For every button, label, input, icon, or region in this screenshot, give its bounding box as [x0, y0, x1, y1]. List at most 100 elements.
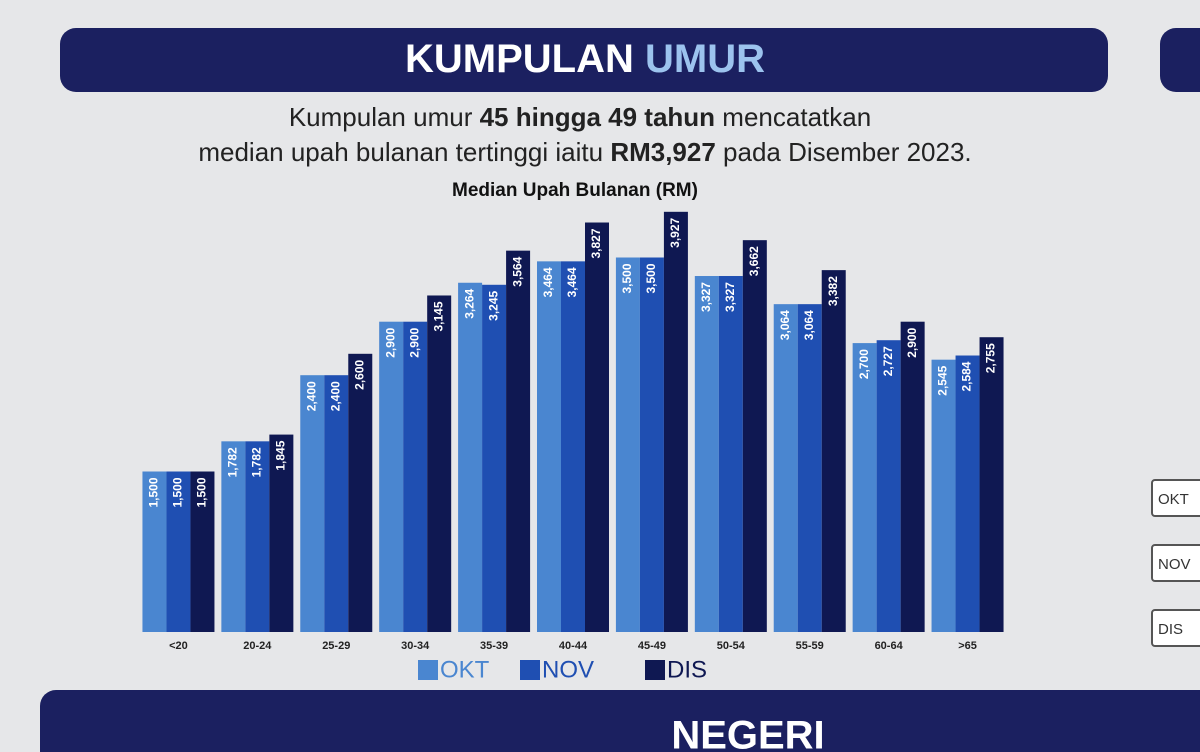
bar: [561, 261, 585, 632]
x-tick-label: 55-59: [796, 640, 824, 652]
value-label: 3,264: [462, 288, 476, 318]
x-tick-label: 35-39: [480, 640, 508, 652]
bar: [300, 375, 325, 632]
value-label: 2,700: [857, 349, 871, 379]
bar: [773, 304, 798, 632]
subtitle-text: median upah bulanan tertinggi iaitu: [198, 137, 610, 167]
value-label: 2,584: [960, 361, 974, 391]
value-label: 1,845: [274, 440, 288, 470]
bar: [348, 353, 373, 632]
legend-label: DIS: [667, 656, 707, 683]
legend-label: OKT: [440, 656, 490, 683]
bar: [324, 375, 349, 632]
bar: [852, 343, 877, 632]
footer-title: NEGERI: [671, 714, 824, 752]
bar: [269, 434, 294, 632]
value-label: 2,545: [936, 365, 950, 395]
side-banner: [1160, 28, 1200, 92]
x-tick-label: 50-54: [717, 640, 746, 652]
bar: [458, 282, 483, 632]
bar: [142, 471, 167, 632]
value-label: 1,782: [250, 447, 264, 477]
value-label: 3,927: [668, 217, 682, 247]
x-tick-label: 60-64: [875, 640, 904, 652]
x-tick-label: >65: [958, 640, 977, 652]
subtitle-bold: 45 hingga 49 tahun: [480, 102, 716, 132]
value-label: 3,382: [826, 276, 840, 306]
subtitle-line: Kumpulan umur 45 hingga 49 tahun mencata…: [289, 102, 871, 132]
header-title: KUMPULAN UMUR: [405, 37, 765, 81]
bar: [166, 471, 191, 632]
bar: [639, 257, 664, 632]
bar: [427, 295, 452, 632]
bar: [694, 276, 719, 632]
bar: [979, 337, 1004, 632]
value-label: 2,900: [905, 327, 919, 357]
x-tick-label: 20-24: [243, 640, 272, 652]
bar: [506, 250, 531, 633]
side-icon: [1151, 544, 1200, 582]
subtitle-text: Kumpulan umur: [289, 102, 480, 132]
value-label: 1,500: [195, 477, 209, 507]
value-label: 3,245: [486, 290, 500, 320]
side-label: NOV: [1158, 556, 1191, 573]
value-label: 3,327: [699, 282, 713, 312]
x-tick-label: 30-34: [401, 640, 430, 652]
footer-banner: [40, 690, 1200, 752]
value-label: 2,727: [881, 346, 895, 376]
value-label: 2,900: [383, 327, 397, 357]
value-label: 3,564: [510, 256, 524, 286]
header-banner: [60, 28, 1108, 92]
bar: [221, 441, 246, 632]
subtitle-bold: RM3,927: [610, 137, 716, 167]
value-label: 1,500: [171, 477, 185, 507]
value-label: 2,755: [984, 343, 998, 373]
value-label: 3,500: [644, 263, 658, 293]
value-label: 3,500: [620, 263, 634, 293]
value-label: 3,464: [541, 267, 555, 297]
value-label: 2,600: [352, 359, 366, 389]
x-tick-label: 40-44: [559, 640, 588, 652]
bar: [482, 284, 507, 632]
legend-swatch: [645, 660, 665, 680]
value-label: 2,400: [328, 381, 342, 411]
bar: [931, 359, 956, 632]
bar: [245, 441, 270, 632]
bar: [403, 321, 428, 632]
value-label: 1,782: [226, 447, 240, 477]
bar: [615, 257, 640, 632]
bar: [742, 240, 767, 632]
bar: [900, 321, 925, 632]
value-label: 3,145: [431, 301, 445, 331]
x-tick-label: 25-29: [322, 640, 350, 652]
legend-swatch: [418, 660, 438, 680]
chart-title: Median Upah Bulanan (RM): [452, 180, 698, 201]
side-legend: OKT NOV DIS: [1151, 479, 1200, 647]
value-label: 3,464: [565, 267, 579, 297]
subtitle-text: mencatatkan: [715, 102, 871, 132]
side-icon: [1151, 609, 1200, 647]
bar: [190, 471, 215, 632]
legend-swatch: [520, 660, 540, 680]
value-label: 2,400: [304, 381, 318, 411]
value-label: 2,900: [407, 327, 421, 357]
value-label: 3,827: [589, 228, 603, 258]
legend-label: NOV: [542, 656, 594, 683]
bar: [876, 340, 901, 632]
bar: [797, 304, 822, 632]
value-label: 1,500: [147, 477, 161, 507]
subtitle-text: pada Disember 2023.: [716, 137, 972, 167]
bar: [585, 222, 609, 633]
side-icon: [1151, 479, 1200, 517]
side-label: DIS: [1158, 621, 1183, 638]
value-label: 3,064: [778, 310, 792, 340]
bar: [955, 355, 980, 632]
bar: [718, 276, 743, 632]
title-main: KUMPULAN: [405, 37, 634, 81]
x-tick-label: 45-49: [638, 640, 666, 652]
value-label: 3,327: [723, 282, 737, 312]
bar: [663, 211, 688, 632]
side-label: OKT: [1158, 491, 1189, 508]
value-label: 3,662: [747, 246, 761, 276]
